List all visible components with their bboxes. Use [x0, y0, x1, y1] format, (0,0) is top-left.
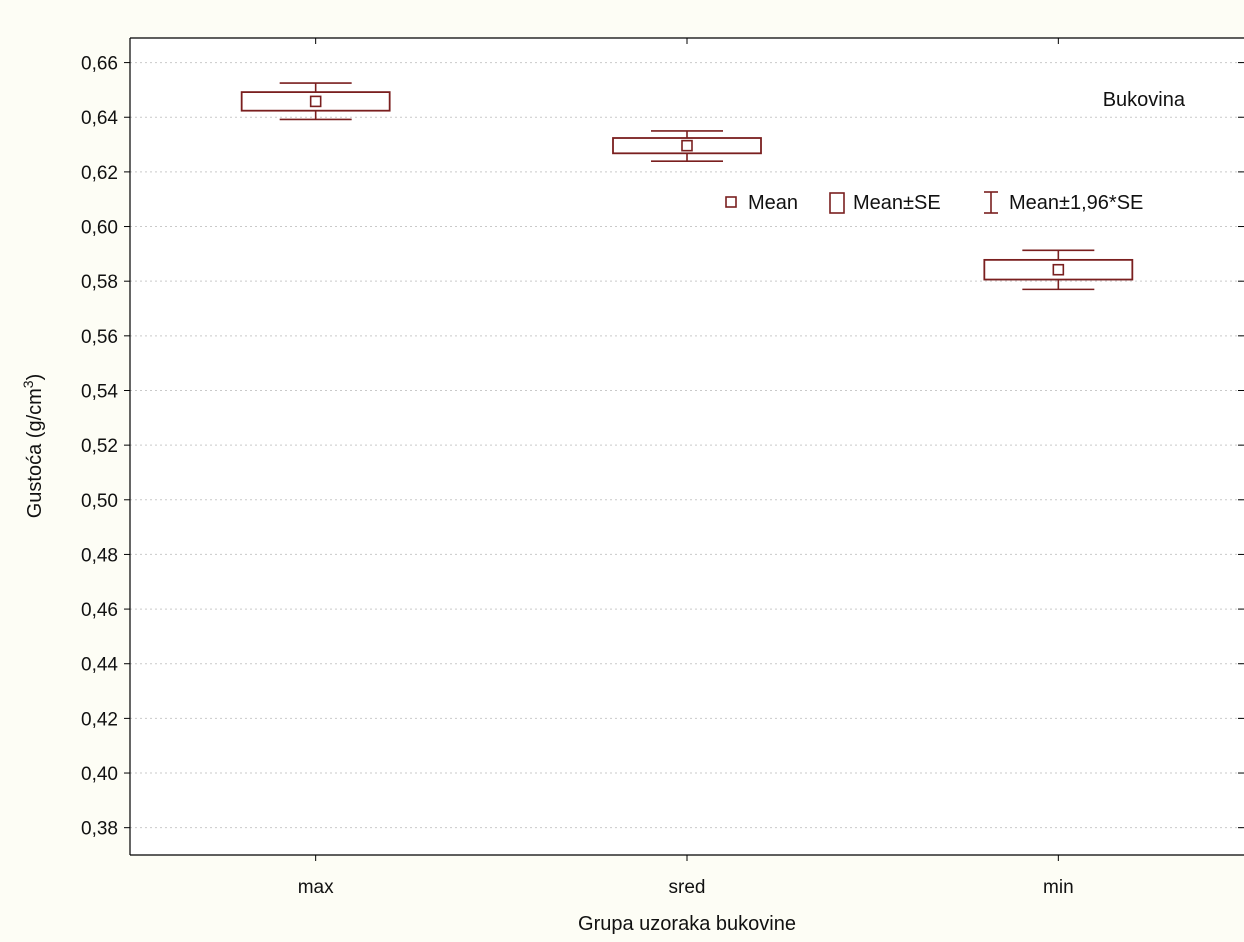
- legend-mean-icon: [725, 196, 737, 208]
- legend: Mean Mean±SE Mean±1,96*SE: [725, 191, 1143, 214]
- y-tick-label: 0,40: [81, 764, 118, 785]
- se-box: [983, 258, 1134, 281]
- legend-mean-label: Mean: [748, 192, 798, 214]
- y-tick-label: 0,46: [81, 600, 118, 621]
- box-group-sred: [612, 130, 762, 163]
- y-tick-label: 0,44: [81, 655, 118, 676]
- grid-lines: [130, 62, 1244, 829]
- x-axis-ticks: max sred min: [298, 38, 1074, 898]
- se-box: [612, 137, 762, 155]
- legend-ci-label: Mean±1,96*SE: [1009, 192, 1143, 214]
- y-tick-label: 0,54: [81, 381, 118, 402]
- y-tick-label: 0,64: [81, 108, 118, 129]
- y-tick-label: 0,62: [81, 163, 118, 184]
- chart-annotation: Bukovina: [1103, 89, 1186, 111]
- mean-marker: [309, 95, 322, 108]
- y-axis-title: Gustoća (g/cm3): [20, 374, 46, 519]
- y-tick-label: 0,58: [81, 272, 118, 293]
- y-tick-label: 0,52: [81, 436, 118, 457]
- legend-se-label: Mean±SE: [853, 192, 941, 214]
- box-group-max: [240, 82, 391, 121]
- x-tick-label: sred: [669, 877, 706, 898]
- x-axis-title: Grupa uzoraka bukovine: [578, 913, 796, 935]
- y-tick-label: 0,60: [81, 218, 118, 239]
- legend-se-icon: [829, 192, 845, 214]
- y-tick-label: 0,50: [81, 491, 118, 512]
- mean-marker: [1052, 263, 1065, 276]
- y-axis-ticks: 0,38 0,40 0,42 0,44 0,46 0,48 0,50 0,52 0,54 0,56…: [81, 54, 1244, 840]
- y-tick-label: 0,38: [81, 819, 118, 840]
- y-tick-label: 0,66: [81, 54, 118, 75]
- y-tick-label: 0,42: [81, 709, 118, 730]
- box-group-min: [983, 249, 1134, 291]
- y-tick-label: 0,56: [81, 327, 118, 348]
- x-tick-label: max: [298, 877, 334, 898]
- x-tick-label: min: [1043, 877, 1074, 898]
- mean-marker: [681, 139, 693, 152]
- se-box: [240, 91, 391, 112]
- y-tick-label: 0,48: [81, 545, 118, 566]
